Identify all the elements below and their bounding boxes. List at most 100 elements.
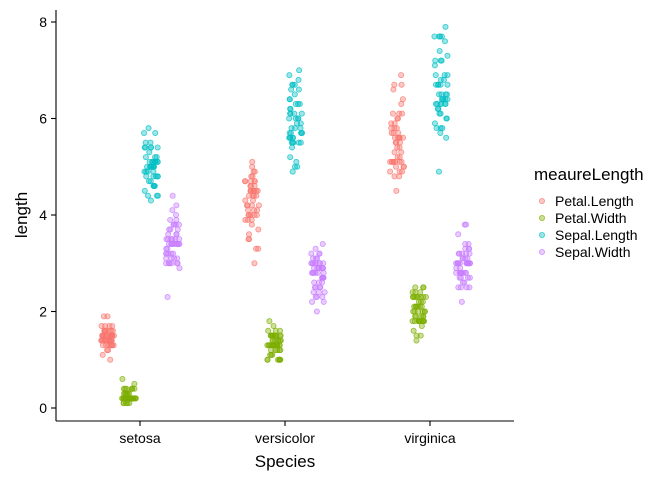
y-tick-label: 0	[39, 400, 47, 416]
data-point-petal-width	[265, 327, 272, 334]
data-point-petal-length	[389, 110, 396, 117]
data-point-petal-length	[393, 125, 400, 132]
data-point-sepal-length	[431, 62, 438, 69]
data-point-petal-length	[106, 327, 113, 334]
data-point-petal-length	[398, 158, 405, 165]
data-point-petal-width	[414, 294, 421, 301]
data-point-sepal-length	[432, 81, 439, 88]
data-point-petal-width	[131, 380, 138, 387]
data-point-petal-length	[247, 211, 254, 218]
data-point-sepal-length	[289, 81, 296, 88]
data-point-petal-width	[409, 289, 416, 296]
data-point-sepal-length	[443, 134, 450, 141]
data-point-petal-length	[394, 144, 401, 151]
data-point-sepal-length	[143, 168, 150, 175]
data-point-sepal-length	[438, 96, 445, 103]
data-point-sepal-width	[320, 265, 327, 272]
data-point-sepal-length	[437, 129, 444, 136]
data-point-sepal-length	[297, 139, 304, 146]
data-point-petal-width	[119, 376, 126, 383]
data-point-sepal-length	[142, 139, 149, 146]
data-point-sepal-length	[147, 139, 154, 146]
data-point-petal-length	[396, 168, 403, 175]
data-point-sepal-length	[286, 96, 293, 103]
data-point-petal-length	[398, 101, 405, 108]
data-point-sepal-length	[437, 57, 444, 64]
data-point-sepal-width	[173, 202, 180, 209]
legend: meaureLength Petal.LengthPetal.WidthSepa…	[534, 165, 644, 260]
data-point-petal-length	[394, 115, 401, 122]
data-point-sepal-width	[309, 298, 316, 305]
data-point-petal-width	[415, 318, 422, 325]
data-point-petal-length	[248, 221, 255, 228]
data-point-sepal-width	[173, 231, 180, 238]
data-point-petal-length	[393, 187, 400, 194]
data-point-sepal-width	[316, 260, 323, 267]
data-point-petal-width	[414, 303, 421, 310]
legend-label-petal-width: Petal.Width	[555, 210, 627, 226]
data-point-sepal-width	[163, 245, 170, 252]
data-point-petal-length	[250, 168, 257, 175]
data-point-sepal-width	[455, 231, 462, 238]
data-point-petal-width	[275, 337, 282, 344]
data-point-sepal-width	[457, 265, 464, 272]
data-point-petal-width	[409, 318, 416, 325]
data-point-petal-width	[120, 390, 127, 397]
data-point-sepal-width	[457, 269, 464, 276]
data-point-sepal-length	[295, 76, 302, 83]
y-tick-label: 8	[39, 14, 47, 30]
data-point-sepal-length	[443, 115, 450, 122]
data-point-sepal-length	[291, 91, 298, 98]
data-point-petal-width	[276, 342, 283, 349]
data-point-sepal-length	[287, 105, 294, 112]
data-point-petal-length	[393, 163, 400, 170]
data-point-petal-length	[392, 158, 399, 165]
data-point-petal-length	[104, 347, 111, 354]
data-point-petal-length	[249, 197, 256, 204]
data-point-petal-width	[269, 337, 276, 344]
data-point-sepal-width	[174, 260, 181, 267]
data-point-petal-length	[99, 351, 106, 358]
data-point-petal-width	[410, 327, 417, 334]
data-point-petal-length	[251, 178, 258, 185]
data-point-sepal-length	[154, 173, 161, 180]
data-point-sepal-width	[313, 308, 320, 315]
y-axis-title: length	[12, 192, 31, 238]
data-point-sepal-width	[466, 284, 473, 291]
data-point-petal-length	[391, 81, 398, 88]
y-ticks: 0 2 4 6 8	[39, 14, 56, 416]
data-point-petal-width	[413, 337, 420, 344]
data-point-sepal-width	[173, 211, 180, 218]
data-point-petal-length	[391, 149, 398, 156]
data-point-sepal-width	[168, 250, 175, 257]
data-point-sepal-length	[146, 149, 153, 156]
data-point-petal-length	[109, 322, 116, 329]
data-point-sepal-length	[141, 187, 148, 194]
data-point-petal-length	[253, 245, 260, 252]
data-point-petal-width	[271, 332, 278, 339]
data-point-sepal-length	[444, 81, 451, 88]
data-point-petal-length	[396, 110, 403, 117]
data-point-petal-width	[418, 313, 425, 320]
data-point-sepal-width	[321, 289, 328, 296]
data-point-sepal-width	[175, 221, 182, 228]
data-point-sepal-length	[436, 47, 443, 54]
data-point-sepal-width	[167, 226, 174, 233]
data-point-sepal-width	[312, 269, 319, 276]
data-point-sepal-width	[173, 216, 180, 223]
data-point-petal-width	[412, 284, 419, 291]
legend-key-petal-width	[539, 214, 546, 221]
legend-label-petal-length: Petal.Length	[555, 193, 634, 209]
data-point-petal-length	[108, 327, 115, 334]
data-point-sepal-length	[436, 110, 443, 117]
data-point-petal-width	[276, 332, 283, 339]
data-point-sepal-length	[151, 183, 158, 190]
data-point-sepal-length	[295, 86, 302, 93]
data-point-sepal-length	[153, 192, 160, 199]
data-point-sepal-length	[444, 52, 451, 59]
data-point-petal-width	[129, 385, 136, 392]
data-point-sepal-length	[289, 168, 296, 175]
data-point-petal-width	[264, 356, 271, 363]
data-point-sepal-width	[465, 245, 472, 252]
data-point-sepal-width	[320, 298, 327, 305]
